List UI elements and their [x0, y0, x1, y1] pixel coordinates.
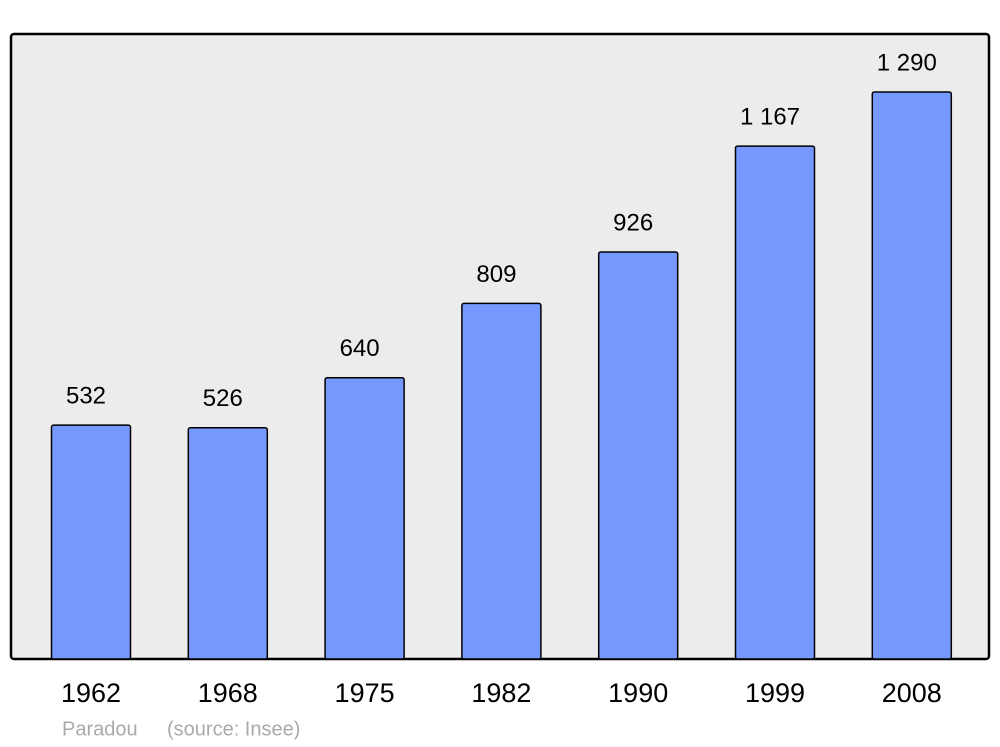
- bar: [324, 376, 405, 660]
- x-tick-label: 1982: [471, 678, 531, 708]
- value-label: 640: [340, 335, 380, 362]
- x-tick-label: 1968: [198, 678, 258, 708]
- value-label: 926: [613, 209, 653, 236]
- value-label: 526: [203, 385, 243, 412]
- x-tick-label: 1962: [61, 678, 121, 708]
- x-tick-label: 1975: [335, 678, 395, 708]
- bar: [597, 251, 679, 660]
- bar: [50, 424, 132, 660]
- x-tick-label: 1999: [745, 678, 805, 708]
- x-tick-label: 1990: [608, 678, 668, 708]
- source: (source: Insee): [167, 718, 300, 740]
- value-label: 532: [66, 383, 106, 410]
- value-label: 1 167: [740, 103, 800, 130]
- bar: [734, 145, 816, 660]
- bar: [461, 302, 542, 660]
- bar: [187, 427, 269, 660]
- value-label: 1 290: [877, 49, 937, 76]
- bar: [871, 91, 953, 660]
- x-tick-label: 2008: [882, 678, 942, 708]
- value-label: 809: [476, 261, 516, 288]
- caption: Paradou: [62, 718, 138, 740]
